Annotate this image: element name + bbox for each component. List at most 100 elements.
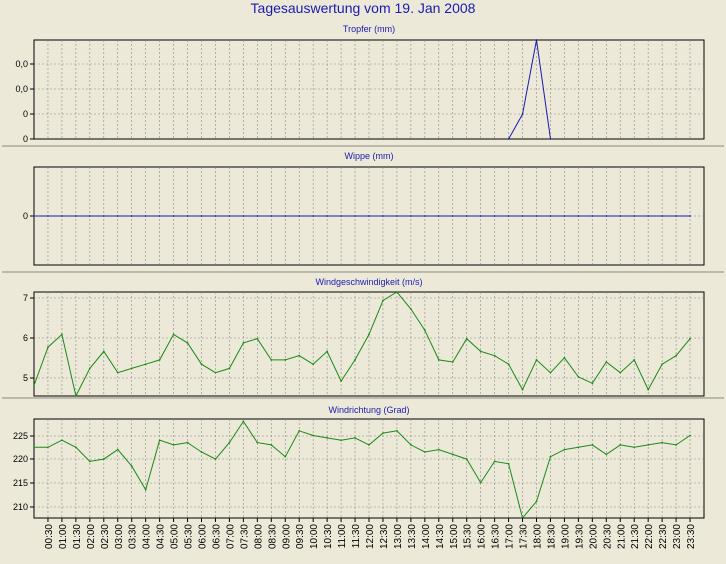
- y-tick-label: 0,0: [15, 59, 28, 69]
- data-point: [116, 371, 119, 374]
- x-tick-label: 19:00: [560, 524, 571, 549]
- x-tick-label: 00:30: [44, 524, 55, 549]
- data-point: [368, 333, 370, 336]
- x-tick-label: 09:30: [295, 524, 306, 549]
- data-point: [144, 363, 147, 366]
- data-point: [74, 215, 77, 217]
- x-tick-label: 01:30: [72, 524, 83, 549]
- panel-title: Windrichtung (Grad): [328, 405, 409, 415]
- data-point: [465, 458, 468, 460]
- panel-4: Windrichtung (Grad) 225 220 215 210: [13, 405, 705, 520]
- y-tick-label: 0: [23, 211, 28, 221]
- data-point: [521, 113, 524, 116]
- data-point: [521, 388, 524, 391]
- x-tick-label: 03:00: [114, 524, 125, 549]
- x-tick-label: 21:00: [616, 524, 627, 549]
- data-point: [396, 215, 398, 217]
- x-tick-label: 12:00: [365, 524, 376, 549]
- x-tick-label: 17:00: [505, 524, 516, 549]
- data-point: [172, 444, 175, 446]
- x-tick-label: 16:30: [491, 524, 502, 549]
- data-point: [633, 215, 636, 217]
- panel-2: Wippe (mm) 0: [23, 151, 705, 266]
- data-point: [298, 429, 301, 432]
- x-tick-label: 09:00: [281, 524, 292, 549]
- data-point: [116, 215, 119, 217]
- y-tick-label: 5: [23, 373, 28, 383]
- data-point: [465, 337, 468, 340]
- data-point: [88, 215, 91, 217]
- data-point: [61, 215, 63, 217]
- data-point: [675, 215, 677, 217]
- x-tick-label: 07:00: [225, 524, 236, 549]
- data-point: [242, 420, 245, 423]
- data-point: [354, 359, 356, 361]
- data-point: [661, 363, 664, 366]
- data-point: [33, 215, 35, 217]
- x-tick-label: 06:30: [211, 524, 222, 549]
- data-point: [396, 429, 398, 432]
- data-point: [479, 481, 482, 484]
- data-point: [200, 363, 203, 366]
- data-point: [130, 367, 133, 370]
- data-point: [172, 215, 175, 217]
- data-point: [647, 444, 650, 446]
- y-tick-label: 220: [13, 454, 28, 464]
- data-point: [619, 371, 622, 374]
- data-point: [577, 446, 580, 449]
- data-point: [382, 432, 384, 435]
- data-point: [689, 434, 691, 437]
- data-point: [284, 455, 287, 458]
- data-point: [479, 350, 482, 353]
- data-point: [549, 371, 552, 374]
- x-tick-label: 19:30: [574, 524, 585, 549]
- data-point: [605, 361, 608, 363]
- data-point: [47, 346, 49, 349]
- y-tick-label: 7: [23, 293, 28, 303]
- x-tick-label: 13:00: [393, 524, 404, 549]
- data-point: [451, 215, 454, 217]
- x-tick-label: 10:00: [309, 524, 320, 549]
- data-point: [493, 354, 496, 357]
- x-tick-label: 14:00: [421, 524, 432, 549]
- data-point: [116, 448, 119, 451]
- data-point: [256, 441, 259, 444]
- data-point: [102, 458, 105, 460]
- data-point: [619, 215, 622, 217]
- x-tick-label: 08:30: [267, 524, 278, 549]
- data-point: [312, 215, 315, 217]
- data-point: [563, 448, 566, 451]
- data-point: [423, 451, 426, 453]
- data-point: [61, 333, 63, 336]
- data-point: [326, 350, 329, 353]
- data-point: [675, 444, 677, 446]
- data-point: [591, 215, 594, 217]
- data-point: [396, 291, 398, 293]
- data-point: [535, 215, 538, 217]
- data-point: [74, 395, 77, 397]
- data-point: [437, 359, 440, 361]
- data-point: [633, 359, 636, 361]
- data-point: [675, 354, 677, 357]
- data-point: [535, 359, 538, 361]
- x-tick-label: 13:30: [407, 524, 418, 549]
- data-point: [605, 453, 608, 456]
- data-point: [382, 215, 384, 217]
- data-point: [186, 342, 189, 344]
- data-point: [130, 465, 133, 468]
- panel-title: Tropfer (mm): [343, 24, 395, 34]
- data-point: [577, 375, 580, 378]
- data-point: [88, 460, 91, 463]
- data-point: [507, 462, 510, 465]
- x-tick-label: 07:30: [239, 524, 250, 549]
- data-point: [228, 367, 231, 370]
- data-point: [102, 215, 105, 217]
- data-point: [312, 363, 315, 366]
- data-point: [479, 215, 482, 217]
- y-tick-label: 210: [13, 502, 28, 512]
- x-tick-label: 04:00: [142, 524, 153, 549]
- data-point: [74, 446, 77, 449]
- x-tick-label: 05:00: [170, 524, 181, 549]
- data-point: [340, 215, 342, 217]
